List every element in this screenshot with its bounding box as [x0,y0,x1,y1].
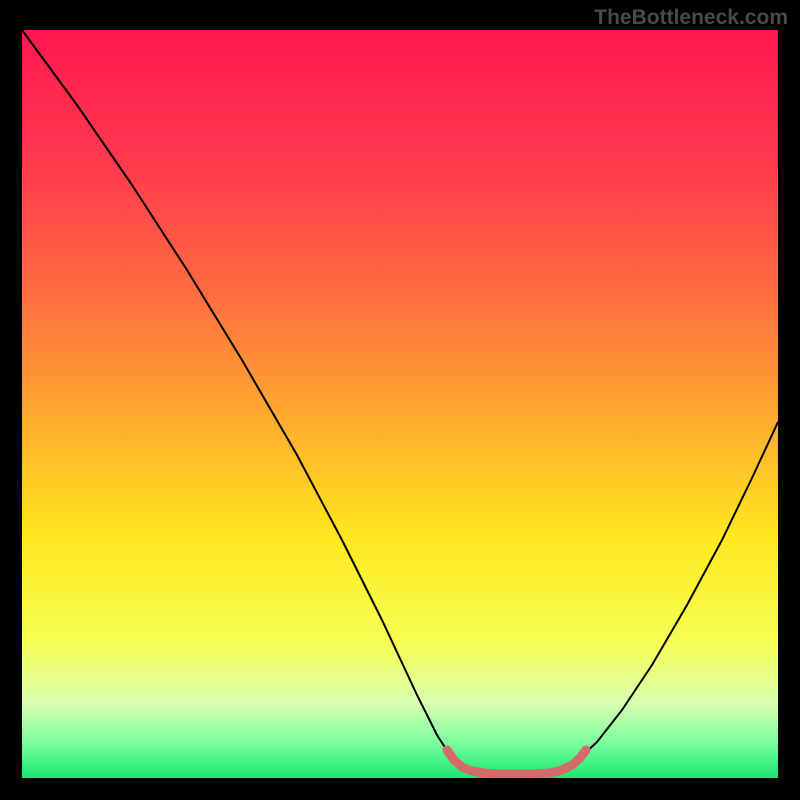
plot-area [22,30,778,778]
gradient-background [22,30,778,778]
bottleneck-curve-chart [22,30,778,778]
chart-container: TheBottleneck.com [0,0,800,800]
watermark-text: TheBottleneck.com [594,6,788,30]
